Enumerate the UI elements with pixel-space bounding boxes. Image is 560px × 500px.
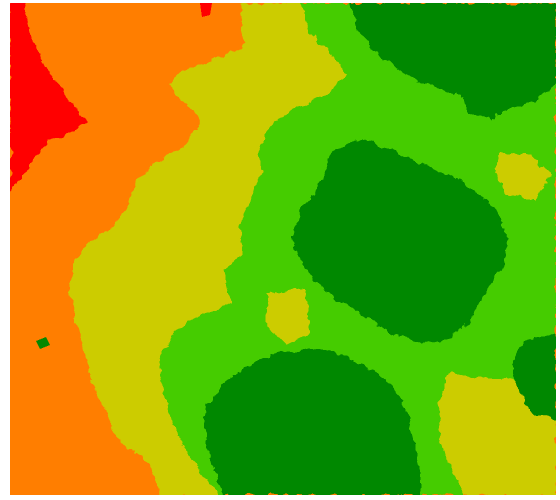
dark-green-spot (36, 337, 50, 349)
zone-map-canvas (10, 3, 556, 495)
dark-green-zone (460, 73, 510, 121)
yellow-zone-pocket (494, 153, 550, 199)
zone-map-svg (10, 3, 556, 495)
dark-green-zone (350, 3, 556, 111)
red-zone (10, 3, 88, 193)
dark-green-zone (204, 349, 420, 495)
yellow-zone-pocket (266, 289, 310, 345)
red-zone-spot (200, 3, 212, 17)
dark-green-zone (514, 333, 556, 419)
dark-green-zone (292, 139, 508, 343)
